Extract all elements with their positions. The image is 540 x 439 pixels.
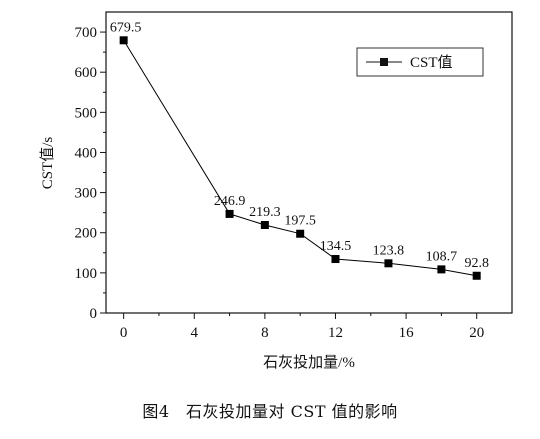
x-tick-label: 8	[261, 325, 269, 341]
legend-marker	[380, 58, 388, 66]
data-label: 679.5	[110, 20, 142, 35]
x-tick-label: 16	[399, 325, 415, 341]
data-label: 108.7	[426, 249, 458, 264]
x-tick-label: 4	[191, 325, 199, 341]
legend: CST值	[356, 47, 484, 77]
x-tick-label: 20	[469, 325, 484, 341]
data-point	[296, 229, 305, 238]
data-label: 219.3	[249, 205, 281, 220]
y-tick-label: 200	[75, 226, 98, 242]
y-tick-label: 0	[90, 306, 98, 322]
plot-frame	[105, 11, 513, 314]
y-tick-label: 300	[75, 186, 98, 202]
series-line	[123, 40, 477, 277]
y-tick-label: 400	[75, 145, 98, 161]
data-point	[225, 209, 234, 218]
data-point	[472, 271, 481, 280]
data-label: 123.8	[373, 243, 405, 258]
data-point	[260, 220, 269, 229]
data-label: 134.5	[320, 239, 352, 254]
y-axis-label: CST值/s	[39, 137, 56, 190]
y-tick-label: 700	[75, 25, 98, 41]
data-point	[331, 255, 340, 264]
figure-caption: 图4 石灰投加量对 CST 值的影响	[142, 402, 398, 421]
cst-chart: 0 100 200 300 400 500 600 700 0 4 8 12 16 20 679.5 246…	[39, 11, 513, 371]
data-point	[437, 265, 446, 274]
x-tick-label: 12	[328, 325, 343, 341]
data-point	[384, 259, 393, 268]
y-tick-label: 100	[75, 266, 98, 282]
data-label: 197.5	[284, 214, 316, 229]
series-group	[119, 36, 481, 280]
data-label: 92.8	[464, 256, 489, 271]
legend-text: CST值	[410, 54, 453, 71]
x-tick-label: 0	[120, 325, 128, 341]
data-label: 246.9	[214, 194, 246, 209]
x-axis-label: 石灰投加量/%	[263, 354, 355, 371]
y-tick-label: 600	[75, 65, 98, 81]
data-point	[119, 36, 128, 45]
y-tick-label: 500	[75, 105, 98, 121]
axes: 0 100 200 300 400 500 600 700 0 4 8 12 16 20	[75, 25, 485, 341]
